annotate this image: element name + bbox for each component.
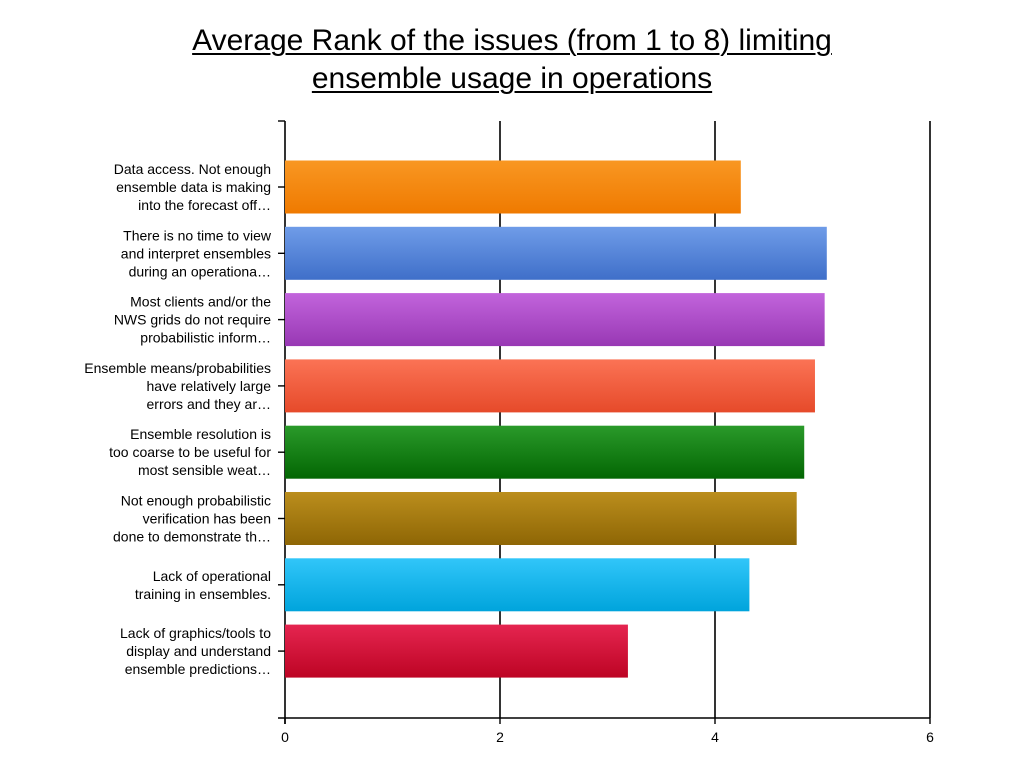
category-label-4-line-3: errors and they ar… (147, 396, 272, 412)
category-label-6-line-1: Not enough probabilistic (121, 493, 271, 509)
category-label-8-line-3: ensemble predictions… (125, 661, 271, 677)
x-tick-label-6: 6 (926, 729, 934, 745)
category-label-2-line-3: during an operationa… (129, 263, 271, 279)
category-label-5: Ensemble resolution is too coarse to be u… (109, 426, 271, 478)
axes (278, 120, 931, 724)
bar-8 (285, 624, 628, 678)
bar-2 (285, 226, 827, 280)
category-label-3: Most clients and/or the NWS grids do not … (114, 294, 271, 346)
category-label-8: Lack of graphics/tools to display and und… (120, 625, 271, 677)
chart-title-line-1: Average Rank of the issues (from 1 to 8)… (192, 24, 832, 57)
category-label-4: Ensemble means/probabilities have relativ… (84, 360, 271, 412)
bars (285, 160, 827, 678)
category-label-3-line-2: NWS grids do not require (114, 312, 271, 328)
category-label-6-line-3: done to demonstrate th… (113, 529, 271, 545)
category-label-6-line-2: verification has been (143, 511, 271, 527)
category-label-4-line-2: have relatively large (146, 378, 271, 394)
x-tick-label-0: 0 (281, 729, 289, 745)
category-label-5-line-1: Ensemble resolution is (130, 426, 271, 442)
x-tick-label-2: 2 (496, 729, 504, 745)
bar-1 (285, 160, 741, 214)
category-label-5-line-3: most sensible weat… (138, 462, 271, 478)
category-label-7-line-1: Lack of operational (153, 568, 271, 584)
category-label-7-line-2: training in ensembles. (135, 586, 271, 602)
bar-7 (285, 558, 750, 612)
category-label-7: Lack of operational training in ensembles… (135, 568, 271, 602)
category-label-4-line-1: Ensemble means/probabilities (84, 360, 271, 376)
chart-title-line-2: ensemble usage in operations (311, 62, 713, 95)
bar-3 (285, 293, 825, 347)
bar-6 (285, 492, 797, 545)
x-tick-labels: 0 2 4 6 (281, 729, 934, 745)
category-label-2: There is no time to view and interpret en… (121, 227, 272, 279)
category-labels: Data access. Not enough ensemble data is … (84, 161, 272, 677)
category-label-1-line-3: into the forecast off… (138, 197, 271, 213)
category-label-8-line-1: Lack of graphics/tools to (120, 625, 271, 641)
category-label-1-line-2: ensemble data is making (116, 179, 271, 195)
category-label-3-line-1: Most clients and/or the (130, 294, 271, 310)
bar-4 (285, 359, 815, 413)
category-label-2-line-2: and interpret ensembles (121, 245, 271, 261)
bar-5 (285, 425, 805, 479)
chart-title: Average Rank of the issues (from 1 to 8)… (0, 22, 1024, 98)
category-label-6: Not enough probabilistic verification has… (113, 493, 271, 545)
x-tick-label-4: 4 (711, 729, 719, 745)
category-label-1-line-1: Data access. Not enough (114, 161, 271, 177)
category-label-2-line-1: There is no time to view (123, 227, 272, 243)
category-label-3-line-3: probabilistic inform… (140, 330, 271, 346)
category-label-8-line-2: display and understand (126, 643, 271, 659)
category-label-5-line-2: too coarse to be useful for (109, 444, 271, 460)
category-label-1: Data access. Not enough ensemble data is … (114, 161, 271, 213)
gridlines (499, 121, 931, 718)
